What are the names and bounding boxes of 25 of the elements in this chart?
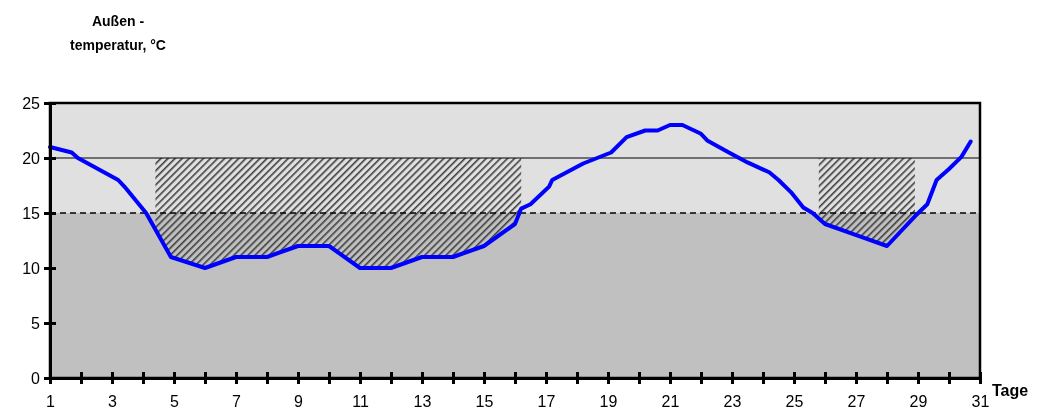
y-axis-title: Außen - temperatur, °C	[70, 13, 166, 53]
x-tick-label: 23	[723, 393, 742, 411]
x-axis-title: Tage	[992, 382, 1029, 399]
x-tick-label: 21	[661, 393, 680, 411]
x-tick-label: 29	[909, 393, 928, 411]
y-tick-label: 0	[31, 369, 41, 387]
y-tick-label: 5	[31, 314, 41, 332]
y-tick-label: 25	[22, 94, 41, 112]
x-tick-label: 3	[108, 393, 118, 411]
x-tick-label: 5	[170, 393, 180, 411]
x-tick-label: 27	[847, 393, 866, 411]
x-tick-label: 1	[46, 393, 56, 411]
x-tick-label: 17	[537, 393, 556, 411]
x-tick-label: 25	[785, 393, 804, 411]
y-tick-label: 10	[22, 259, 41, 277]
x-tick-label: 13	[413, 393, 432, 411]
x-tick-label: 9	[294, 393, 304, 411]
x-tick-label: 31	[971, 393, 990, 411]
x-tick-label: 15	[475, 393, 494, 411]
line-series	[48, 123, 973, 270]
y-tick-label: 15	[22, 204, 41, 222]
y-tick-label: 20	[22, 149, 41, 167]
x-tick-label: 11	[352, 393, 369, 411]
x-tick-label: 19	[599, 393, 618, 411]
x-tick-label: 7	[232, 393, 242, 411]
